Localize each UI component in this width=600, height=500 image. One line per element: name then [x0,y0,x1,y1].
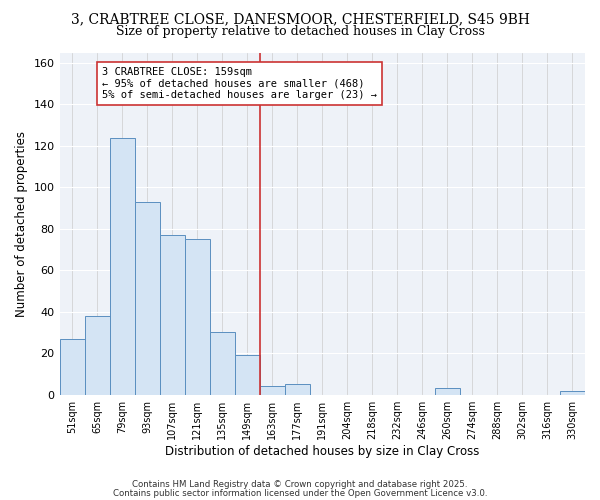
Bar [110,138,134,394]
Bar [560,390,585,394]
Bar [235,356,260,395]
Bar [160,235,185,394]
Bar [134,202,160,394]
Text: Contains HM Land Registry data © Crown copyright and database right 2025.: Contains HM Land Registry data © Crown c… [132,480,468,489]
Bar [185,239,209,394]
Text: 3, CRABTREE CLOSE, DANESMOOR, CHESTERFIELD, S45 9BH: 3, CRABTREE CLOSE, DANESMOOR, CHESTERFIE… [71,12,529,26]
Y-axis label: Number of detached properties: Number of detached properties [15,130,28,316]
Bar [59,338,85,394]
Bar [209,332,235,394]
Bar [260,386,285,394]
Bar [435,388,460,394]
Text: 3 CRABTREE CLOSE: 159sqm
← 95% of detached houses are smaller (468)
5% of semi-d: 3 CRABTREE CLOSE: 159sqm ← 95% of detach… [102,67,377,100]
Text: Contains public sector information licensed under the Open Government Licence v3: Contains public sector information licen… [113,488,487,498]
Bar [285,384,310,394]
Bar [85,316,110,394]
Text: Size of property relative to detached houses in Clay Cross: Size of property relative to detached ho… [116,25,484,38]
X-axis label: Distribution of detached houses by size in Clay Cross: Distribution of detached houses by size … [165,444,479,458]
